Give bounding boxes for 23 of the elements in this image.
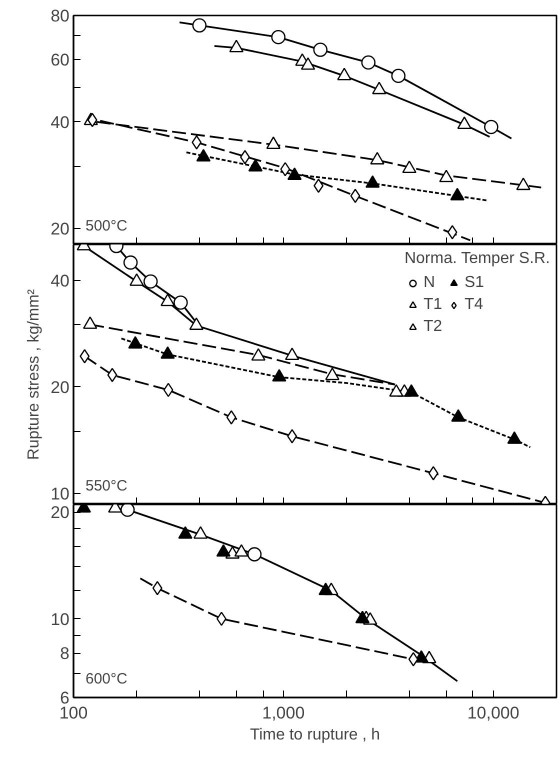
y-tick-label: 40 [50,112,70,132]
y-tick-label: 40 [50,271,70,290]
legend-label: N [423,274,436,292]
y-tick-label: 20 [50,378,70,397]
y-axis-title: Rupture stress , kg/mm² [26,288,43,460]
legend-label: S1 [464,274,484,292]
y-tick-label: 20 [50,503,70,522]
y-tick-label: 80 [50,6,70,26]
annotation: 550°C [86,478,128,494]
y-tick-label: 60 [50,50,70,70]
y-tick-label: 10 [50,610,70,629]
y-tick-label: 10 [50,484,70,504]
y-tick-label: 20 [50,219,70,238]
annotation: 500°C [86,218,128,234]
x-tick-label: 10,000 [467,704,520,722]
annotation: 600°C [86,670,128,688]
x-tick-label: 1,000 [262,704,305,722]
x-axis-title: Time to rupture , h [250,726,380,744]
legend-title: Norma. Temper S.R. [404,250,550,268]
legend-label: T2 [423,318,444,336]
y-tick-label: 8 [60,644,70,664]
legend-label: T4 [464,296,484,314]
legend-label: T1 [423,296,444,314]
